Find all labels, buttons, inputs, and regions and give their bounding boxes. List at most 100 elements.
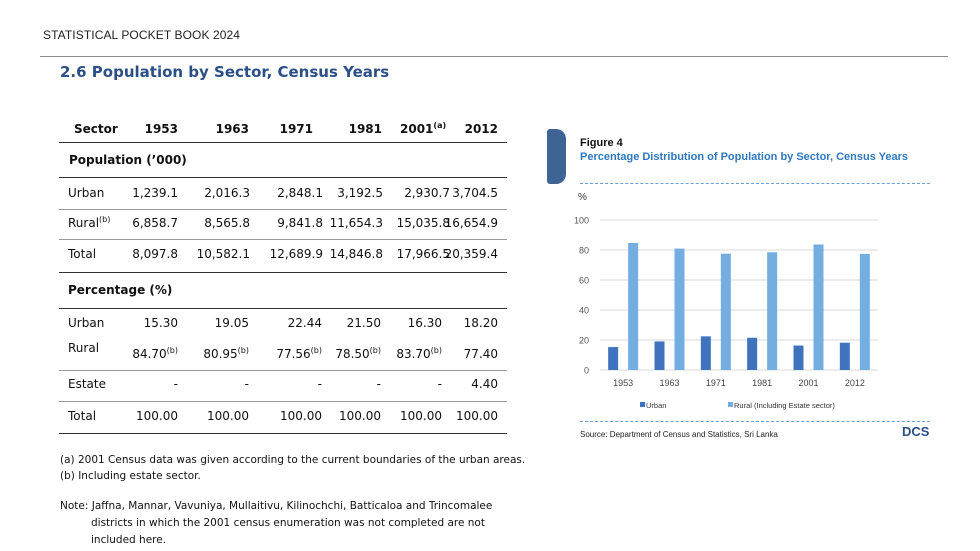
x-tick-label: 1963 (659, 378, 679, 388)
bar-urban (747, 337, 758, 370)
table-cell: 100.00 (136, 409, 178, 423)
table-cell: 2,930.7 (404, 186, 450, 200)
table-cell: 83.70(b) (382, 346, 442, 362)
header-divider (40, 56, 948, 57)
table-cell: 8,565.8 (204, 216, 250, 230)
row-label: Estate (68, 377, 106, 391)
table-rule (59, 142, 507, 143)
table-cell: 1,239.1 (132, 186, 178, 200)
bar-rural (628, 242, 639, 370)
bar-rural (813, 244, 824, 370)
table-cell: 80.95(b) (189, 346, 249, 362)
percentage-heading: Percentage (%) (68, 283, 173, 297)
col-header-year: 1963 (215, 122, 249, 136)
table-cell: 100.00 (339, 409, 381, 423)
table-cell: 21.50 (346, 316, 381, 330)
bar-urban (839, 342, 850, 370)
y-tick-label: 100 (574, 216, 589, 226)
bar-chart: % 0 20 40 60 80 100 1953 1963 1971 1981 2001 2012 Urb… (574, 192, 878, 410)
col-header-year-label: 2001 (400, 122, 434, 136)
bar-urban (608, 347, 619, 370)
dcs-logo: DCS (902, 424, 930, 439)
figure-caption: Percentage Distribution of Population by… (580, 151, 909, 163)
cell-value: 83.70 (396, 347, 431, 361)
bar-urban (793, 345, 804, 370)
row-label: Rural(b) (68, 215, 111, 231)
x-tick-label: 2001 (798, 378, 818, 388)
y-axis-label: % (578, 192, 587, 203)
x-tick-label: 2012 (845, 378, 865, 388)
table-rule (59, 370, 507, 371)
table-cell: - (173, 377, 178, 391)
footnote-marker: (b) (369, 346, 381, 355)
table-rule (59, 177, 507, 178)
row-label: Urban (68, 316, 105, 330)
x-tick-label: 1981 (752, 378, 772, 388)
table-cell: 77.40 (463, 347, 498, 361)
bar-rural (859, 253, 870, 370)
table-cell: - (244, 377, 249, 391)
y-tick-label: 60 (579, 276, 589, 286)
footnote-marker: (b) (99, 215, 111, 224)
table-cell: 10,582.1 (196, 247, 250, 261)
y-tick-label: 80 (579, 246, 589, 256)
figure-divider (580, 421, 930, 422)
bar-rural (767, 252, 778, 370)
note-line: included here. (91, 534, 167, 546)
table-rule (59, 272, 507, 273)
y-tick-label: 20 (579, 336, 589, 346)
legend-swatch (728, 402, 733, 407)
table-cell: 19.05 (214, 316, 249, 330)
table-rule (59, 401, 507, 402)
table-cell: 17,966.5 (396, 247, 450, 261)
footnotes: (a) 2001 Census data was given according… (60, 452, 525, 484)
cell-value: 84.70 (132, 347, 167, 361)
footnote-marker: (b) (430, 346, 442, 355)
table-cell: 14,846.8 (329, 247, 383, 261)
table-cell: 11,654.3 (329, 216, 383, 230)
table-cell: 100.00 (400, 409, 442, 423)
footnote-b: (b) Including estate sector. (60, 470, 201, 482)
col-header-sector: Sector (74, 122, 118, 136)
col-header-year: 1953 (144, 122, 178, 136)
figure-label: Figure 4 (580, 137, 623, 149)
footnote-marker: (b) (237, 346, 249, 355)
footnote-marker: (b) (166, 346, 178, 355)
population-heading: Population (’000) (69, 153, 187, 167)
bar-urban (654, 341, 665, 370)
table-cell: 2,848.1 (277, 186, 323, 200)
table-cell: 22.44 (287, 316, 322, 330)
table-rule (59, 239, 507, 240)
table-rule (59, 308, 507, 309)
figure-divider (580, 183, 930, 184)
legend-label: Urban (646, 401, 666, 410)
table-cell: - (317, 377, 322, 391)
row-label-text: Rural (68, 216, 100, 230)
page-header: STATISTICAL POCKET BOOK 2024 (43, 28, 241, 42)
table-cell: 3,192.5 (337, 186, 383, 200)
table-cell: 84.70(b) (118, 346, 178, 362)
table-cell: 15.30 (143, 316, 178, 330)
cell-value: 77.56 (276, 347, 311, 361)
table-cell: 4.40 (471, 377, 498, 391)
table-rule (59, 209, 507, 210)
figure-tab-marker (547, 129, 566, 184)
table-cell: 6,858.7 (132, 216, 178, 230)
y-tick-label: 40 (579, 306, 589, 316)
table-cell: 78.50(b) (321, 346, 381, 362)
section-title: 2.6 Population by Sector, Census Years (60, 63, 390, 81)
col-header-year: 1971 (279, 122, 313, 136)
table-cell: 100.00 (207, 409, 249, 423)
note: Note: Jaffna, Mannar, Vavuniya, Mullaiti… (60, 498, 520, 549)
footnote-marker: (a) (433, 121, 447, 130)
table-cell: 3,704.5 (452, 186, 498, 200)
legend-swatch (640, 402, 645, 407)
col-header-year: 2012 (464, 122, 498, 136)
bar-rural (720, 253, 731, 370)
table-cell: 9,841.8 (277, 216, 323, 230)
x-tick-label: 1971 (706, 378, 726, 388)
figure-source: Source: Department of Census and Statist… (580, 430, 778, 439)
row-label: Urban (68, 186, 105, 200)
row-label: Rural (68, 341, 100, 355)
table-cell: 15,035.8 (396, 216, 450, 230)
